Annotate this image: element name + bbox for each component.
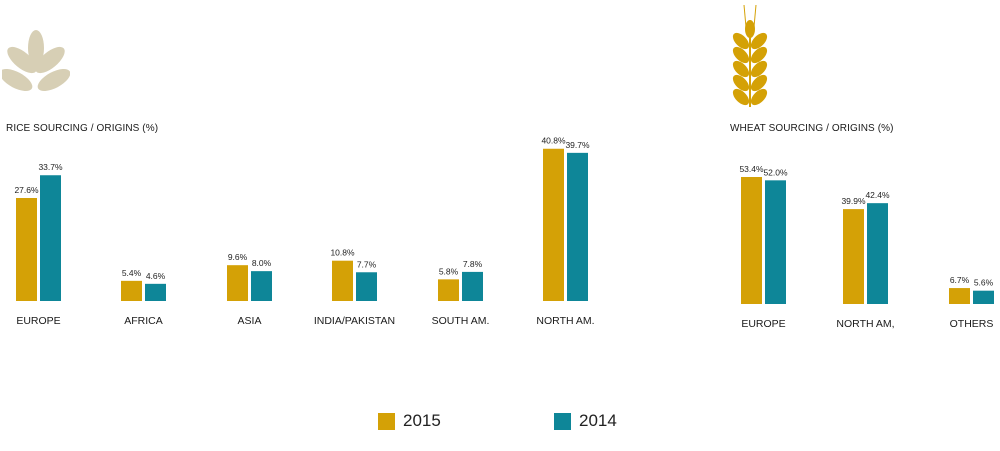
category-label: NORTH AM, — [836, 318, 894, 330]
data-label: 9.6% — [228, 252, 248, 262]
wheat-stem — [749, 23, 751, 107]
bar-2015-africa — [121, 280, 142, 301]
data-label: 39.7% — [565, 140, 590, 150]
bar-2014-india-pakistan — [356, 272, 377, 301]
bar-2015-north-am- — [543, 148, 564, 301]
rice-grain-icon — [2, 30, 70, 92]
data-label: 33.7% — [38, 162, 63, 172]
bar-2015-north-am- — [843, 209, 864, 304]
bar-2014-others — [973, 290, 994, 304]
data-label: 27.6% — [14, 185, 39, 195]
data-label: 5.6% — [974, 278, 994, 288]
data-label: 40.8% — [541, 136, 566, 146]
legend-item-2015: 2015 — [378, 410, 441, 432]
category-label: OTHERS — [950, 318, 994, 330]
legend-label-2015: 2015 — [403, 411, 441, 430]
wheat-kernel — [732, 88, 750, 106]
wheat-chart-title: WHEAT SOURCING / ORIGINS (%) — [730, 123, 894, 134]
bar-2015-south-am- — [438, 279, 459, 301]
legend-swatch-2015 — [378, 412, 395, 430]
rice-grain — [35, 46, 65, 74]
category-label: NORTH AM. — [536, 315, 594, 327]
rice-grain — [7, 46, 37, 74]
wheat-kernel — [750, 60, 768, 78]
rice-bar-chart: 27.6% 33.7% EUROPE 5.4% 4.6% AFRICA 9.6% 8.0% AS… — [14, 136, 594, 327]
data-label: 8.0% — [252, 258, 272, 268]
legend-swatch-2014 — [554, 412, 571, 430]
data-label: 53.4% — [739, 164, 764, 174]
rice-grain — [2, 68, 33, 92]
category-label: ASIA — [238, 315, 262, 327]
wheat-bar-chart: 53.4% 52.0% EUROPE 39.9%42.4% NORTH AM, 6.7% 5… — [739, 164, 994, 330]
data-label: 4.6% — [146, 271, 166, 281]
data-label: 39.9% — [841, 196, 866, 206]
rice-grain — [28, 30, 44, 66]
data-label: 5.8% — [439, 266, 459, 276]
category-label: AFRICA — [124, 315, 163, 327]
bar-2015-europe — [16, 198, 37, 301]
category-label: INDIA/PAKISTAN — [314, 315, 395, 327]
wheat-kernel — [732, 46, 750, 64]
wheat-kernel — [732, 60, 750, 78]
wheat-kernel — [732, 32, 750, 50]
data-label: 52.0% — [763, 167, 788, 177]
bar-2014-north-am- — [567, 152, 588, 301]
data-label: 42.4% — [865, 190, 890, 200]
data-label: 10.8% — [330, 248, 355, 258]
bar-2014-africa — [145, 283, 166, 301]
legend-item-2014: 2014 — [554, 410, 617, 432]
bar-2014-asia — [251, 271, 272, 301]
wheat-awn — [753, 5, 757, 28]
wheat-kernel — [750, 74, 768, 92]
data-label: 5.4% — [122, 268, 142, 278]
rice-chart-title: RICE SOURCING / ORIGINS (%) — [6, 123, 159, 134]
wheat-kernel — [750, 88, 768, 106]
wheat-awn — [743, 5, 747, 28]
data-label: 7.8% — [463, 259, 483, 269]
rice-grain — [37, 68, 70, 92]
category-label: EUROPE — [16, 315, 60, 327]
wheat-kernel — [745, 20, 755, 38]
bar-2015-others — [949, 288, 970, 304]
data-label: 7.7% — [357, 259, 377, 269]
bar-2014-south-am- — [462, 271, 483, 301]
category-label: EUROPE — [741, 318, 785, 330]
bar-2015-india-pakistan — [332, 260, 353, 301]
wheat-stalk-icon — [732, 5, 768, 107]
legend-label-2014: 2014 — [579, 411, 617, 430]
wheat-kernel — [750, 32, 768, 50]
data-label: 6.7% — [950, 275, 970, 285]
bar-2014-europe — [765, 180, 786, 304]
wheat-kernel — [732, 74, 750, 92]
bar-2015-asia — [227, 265, 248, 301]
bar-2015-europe — [741, 177, 762, 304]
category-label: SOUTH AM. — [432, 315, 490, 327]
bar-2014-north-am- — [867, 203, 888, 304]
bar-2014-europe — [40, 175, 61, 301]
wheat-kernel — [750, 46, 768, 64]
